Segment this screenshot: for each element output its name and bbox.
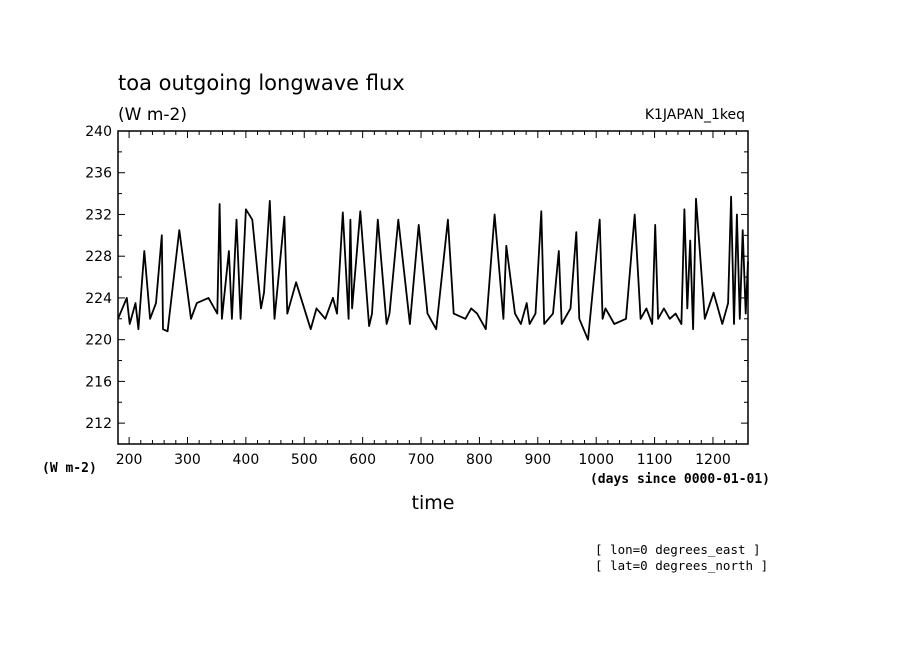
x-tick-label: 700 xyxy=(408,452,435,468)
x-tick-label: 800 xyxy=(466,452,493,468)
x-tick-label: 300 xyxy=(174,452,201,468)
chart-units: (W m-2) xyxy=(118,105,187,125)
x-tick-label: 200 xyxy=(116,452,143,468)
x-tick-label: 600 xyxy=(349,452,376,468)
plot-frame xyxy=(117,130,749,445)
y-tick-label: 216 xyxy=(85,374,112,390)
y-tick-label: 212 xyxy=(85,416,112,432)
y-axis-ticks: 212 216 220 224 228 232 236 240 xyxy=(85,124,748,445)
series-layer xyxy=(117,195,749,341)
y-axis-units-label: (W m-2) xyxy=(42,461,97,476)
x-tick-label: 400 xyxy=(233,452,260,468)
run-label: K1JAPAN_1keq xyxy=(645,107,745,123)
x-tick-label: 1000 xyxy=(578,452,614,468)
x-axis-label: time xyxy=(412,492,455,514)
x-tick-label: 500 xyxy=(291,452,318,468)
x-tick-label: 900 xyxy=(524,452,551,468)
chart-title: toa outgoing longwave flux xyxy=(118,71,405,95)
y-tick-label: 224 xyxy=(85,291,112,307)
x-tick-label: 1200 xyxy=(695,452,731,468)
y-tick-label: 240 xyxy=(85,124,112,140)
x-tick-label: 1100 xyxy=(637,452,673,468)
y-tick-label: 232 xyxy=(85,207,112,223)
y-tick-label: 236 xyxy=(85,166,112,182)
x-axis-units-label: (days since 0000-01-01) xyxy=(590,472,770,487)
y-tick-label: 228 xyxy=(85,249,112,265)
x-axis-ticks: 200 300 400 500 600 700 800 900 1000 1100 1200 xyxy=(116,131,749,468)
lat-note: [ lat=0 degrees_north ] xyxy=(595,558,768,573)
series-line xyxy=(117,195,749,341)
y-tick-label: 220 xyxy=(85,333,112,349)
lon-note: [ lon=0 degrees_east ] xyxy=(595,542,761,557)
